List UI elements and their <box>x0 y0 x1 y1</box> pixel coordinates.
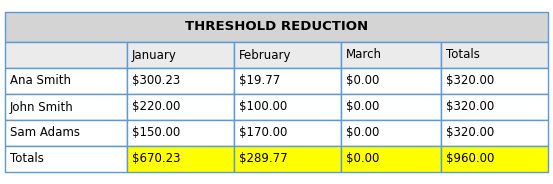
Text: $100.00: $100.00 <box>239 100 287 114</box>
Text: $0.00: $0.00 <box>346 75 379 88</box>
Text: $150.00: $150.00 <box>132 127 180 139</box>
Text: THRESHOLD REDUCTION: THRESHOLD REDUCTION <box>185 20 368 33</box>
Text: $320.00: $320.00 <box>446 100 494 114</box>
Text: Totals: Totals <box>10 153 44 165</box>
Bar <box>234 42 341 68</box>
Bar <box>441 68 548 94</box>
Bar <box>441 120 548 146</box>
Bar <box>5 94 127 120</box>
Bar <box>441 94 548 120</box>
Bar <box>234 94 341 120</box>
Bar <box>5 42 127 68</box>
Text: Ana Smith: Ana Smith <box>10 75 71 88</box>
Bar <box>127 146 234 172</box>
Text: $320.00: $320.00 <box>446 75 494 88</box>
Text: $220.00: $220.00 <box>132 100 180 114</box>
Text: $0.00: $0.00 <box>346 127 379 139</box>
Bar <box>234 146 341 172</box>
Text: $0.00: $0.00 <box>346 100 379 114</box>
Bar <box>5 68 127 94</box>
Bar <box>127 120 234 146</box>
Bar <box>234 120 341 146</box>
Text: John Smith: John Smith <box>10 100 74 114</box>
Text: Totals: Totals <box>446 49 480 61</box>
Bar <box>234 68 341 94</box>
Bar <box>341 120 441 146</box>
Bar <box>441 146 548 172</box>
Text: Sam Adams: Sam Adams <box>10 127 80 139</box>
Text: $0.00: $0.00 <box>346 153 379 165</box>
Text: $300.23: $300.23 <box>132 75 180 88</box>
Text: $320.00: $320.00 <box>446 127 494 139</box>
Text: $670.23: $670.23 <box>132 153 180 165</box>
Bar <box>5 12 548 42</box>
Bar <box>341 94 441 120</box>
Text: $19.77: $19.77 <box>239 75 280 88</box>
Bar <box>341 42 441 68</box>
Text: February: February <box>239 49 291 61</box>
Bar <box>441 42 548 68</box>
Bar <box>5 120 127 146</box>
Text: $289.77: $289.77 <box>239 153 288 165</box>
Bar <box>5 146 127 172</box>
Text: March: March <box>346 49 382 61</box>
Bar <box>127 42 234 68</box>
Bar <box>127 94 234 120</box>
Bar <box>341 146 441 172</box>
Text: January: January <box>132 49 177 61</box>
Bar <box>341 68 441 94</box>
Text: $960.00: $960.00 <box>446 153 494 165</box>
Text: $170.00: $170.00 <box>239 127 288 139</box>
Bar <box>127 68 234 94</box>
